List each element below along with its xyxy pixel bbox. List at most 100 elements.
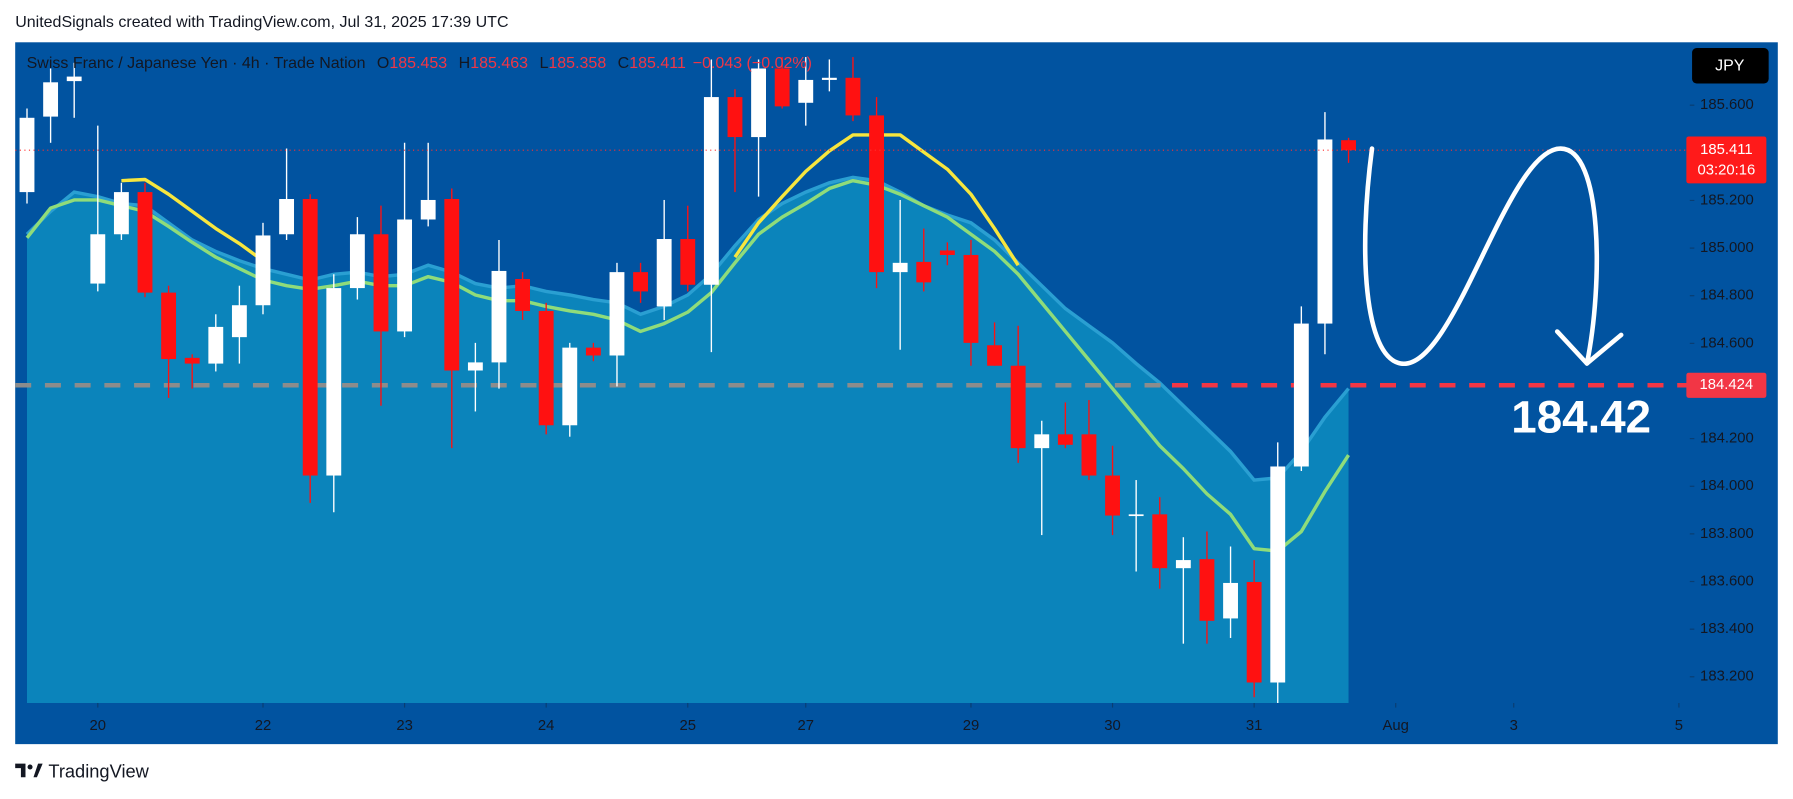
candle-body xyxy=(255,235,271,306)
x-tick-label: 3 xyxy=(1510,718,1518,734)
brand-logo xyxy=(15,763,43,778)
x-tick-label: Aug xyxy=(1383,718,1409,734)
annotation: 184.42 xyxy=(1511,392,1651,443)
candle-body xyxy=(467,362,483,371)
candle-body xyxy=(19,117,35,193)
legend-ohlc-key: H xyxy=(459,55,471,72)
y-tick-label: 184.000 xyxy=(1700,478,1754,494)
candle-body xyxy=(208,326,224,364)
candle-body xyxy=(656,239,672,307)
candle-body xyxy=(1152,514,1168,569)
candle-body xyxy=(680,239,696,285)
y-tick-label: 184.800 xyxy=(1700,288,1754,304)
legend-symbol: Swiss Franc / Japanese Yen · 4h · Trade … xyxy=(27,55,366,72)
level-label: 184.424 xyxy=(1700,377,1754,393)
candle-body xyxy=(609,272,625,356)
candle-body xyxy=(66,76,82,82)
x-tick-label: 30 xyxy=(1104,718,1121,734)
candle-body xyxy=(1128,514,1144,517)
candle-body xyxy=(1105,475,1120,516)
candle-body xyxy=(326,288,342,476)
band-edge xyxy=(25,175,1350,482)
candle-body xyxy=(798,79,814,103)
candle-body xyxy=(845,77,861,116)
candle-body xyxy=(373,234,389,332)
candle-body xyxy=(939,250,955,255)
candle-body xyxy=(420,199,436,220)
candle-body xyxy=(821,77,837,80)
candle-body xyxy=(1175,560,1191,569)
ma-line xyxy=(121,177,264,263)
legend-ohlc-value: 185.411 xyxy=(629,55,686,72)
candle-body xyxy=(538,310,554,426)
candle-body xyxy=(1270,466,1286,683)
candle-body xyxy=(916,261,932,283)
price-label-box xyxy=(1686,136,1767,184)
candle-body xyxy=(1341,140,1356,151)
candle-body xyxy=(727,97,743,138)
x-tick-label: 25 xyxy=(680,718,697,734)
y-tick-label: 184.600 xyxy=(1700,335,1754,351)
legend-ohlc-key: O xyxy=(377,55,389,72)
countdown: 03:20:16 xyxy=(1697,163,1755,179)
plot: 183.200 183.400 183.600 183.800 184.000 184.2… xyxy=(15,57,1754,734)
candle-body xyxy=(751,68,766,138)
legend-ohlc-key: C xyxy=(618,55,630,72)
candle-body xyxy=(113,192,129,235)
header-text: UnitedSignals created with TradingView.c… xyxy=(15,14,508,31)
x-tick-label: 5 xyxy=(1675,718,1683,734)
candle-body xyxy=(444,199,460,371)
x-tick-label: 23 xyxy=(396,718,413,734)
candle-body xyxy=(397,219,413,332)
candle-body xyxy=(1246,581,1262,683)
candle-body xyxy=(987,345,1002,366)
candle-body xyxy=(1081,434,1097,476)
candle-body xyxy=(1293,323,1309,467)
candle-body xyxy=(963,254,979,343)
currency-button[interactable] xyxy=(1692,48,1769,84)
x-tick-label: 31 xyxy=(1246,718,1263,734)
candle-body xyxy=(1034,434,1050,449)
y-tick-label: 183.400 xyxy=(1700,621,1754,637)
legend-ohlc-value: 185.463 xyxy=(470,55,528,72)
arrow-head xyxy=(1554,329,1624,366)
legend-ohlc-value: 185.358 xyxy=(548,55,606,72)
legend-ohlc-key: L xyxy=(539,55,548,72)
y-tick-label: 183.800 xyxy=(1700,526,1754,542)
ma-line xyxy=(25,178,1350,553)
candle-body xyxy=(184,357,200,364)
arrow-drawing xyxy=(1362,146,1600,366)
candle-body xyxy=(1317,139,1333,324)
x-tick-label: 24 xyxy=(538,718,555,734)
x-tick-label: 29 xyxy=(963,718,980,734)
candle-body xyxy=(1223,582,1238,619)
candle-body xyxy=(302,199,318,476)
candle-body xyxy=(491,270,507,363)
currency-label[interactable]: JPY xyxy=(1715,58,1745,75)
candle-body xyxy=(633,272,649,292)
y-tick-label: 185.600 xyxy=(1700,97,1754,113)
candle-body xyxy=(562,347,578,426)
candle-body xyxy=(515,279,531,311)
legend: Swiss Franc / Japanese Yen · 4h · Trade … xyxy=(27,55,812,72)
candle-body xyxy=(279,199,295,235)
y-tick-label: 184.200 xyxy=(1700,431,1754,447)
legend-ohlc-value: 185.453 xyxy=(389,55,447,72)
candle-body xyxy=(1010,365,1026,449)
candle-body xyxy=(585,347,601,356)
candle-body xyxy=(703,97,719,285)
candle-body xyxy=(1199,559,1215,621)
candle-body xyxy=(1057,434,1073,445)
y-tick-label: 185.000 xyxy=(1700,240,1754,256)
legend-change: −0.043 (−0.02%) xyxy=(693,55,812,72)
candle-body xyxy=(774,68,790,107)
x-tick-label: 27 xyxy=(798,718,815,734)
y-tick-label: 183.200 xyxy=(1700,669,1754,685)
brand-name: TradingView xyxy=(48,761,149,782)
candle-body xyxy=(349,234,365,289)
candle-body xyxy=(231,305,247,338)
y-tick-label: 183.600 xyxy=(1700,573,1754,589)
x-tick-label: 20 xyxy=(90,718,107,734)
